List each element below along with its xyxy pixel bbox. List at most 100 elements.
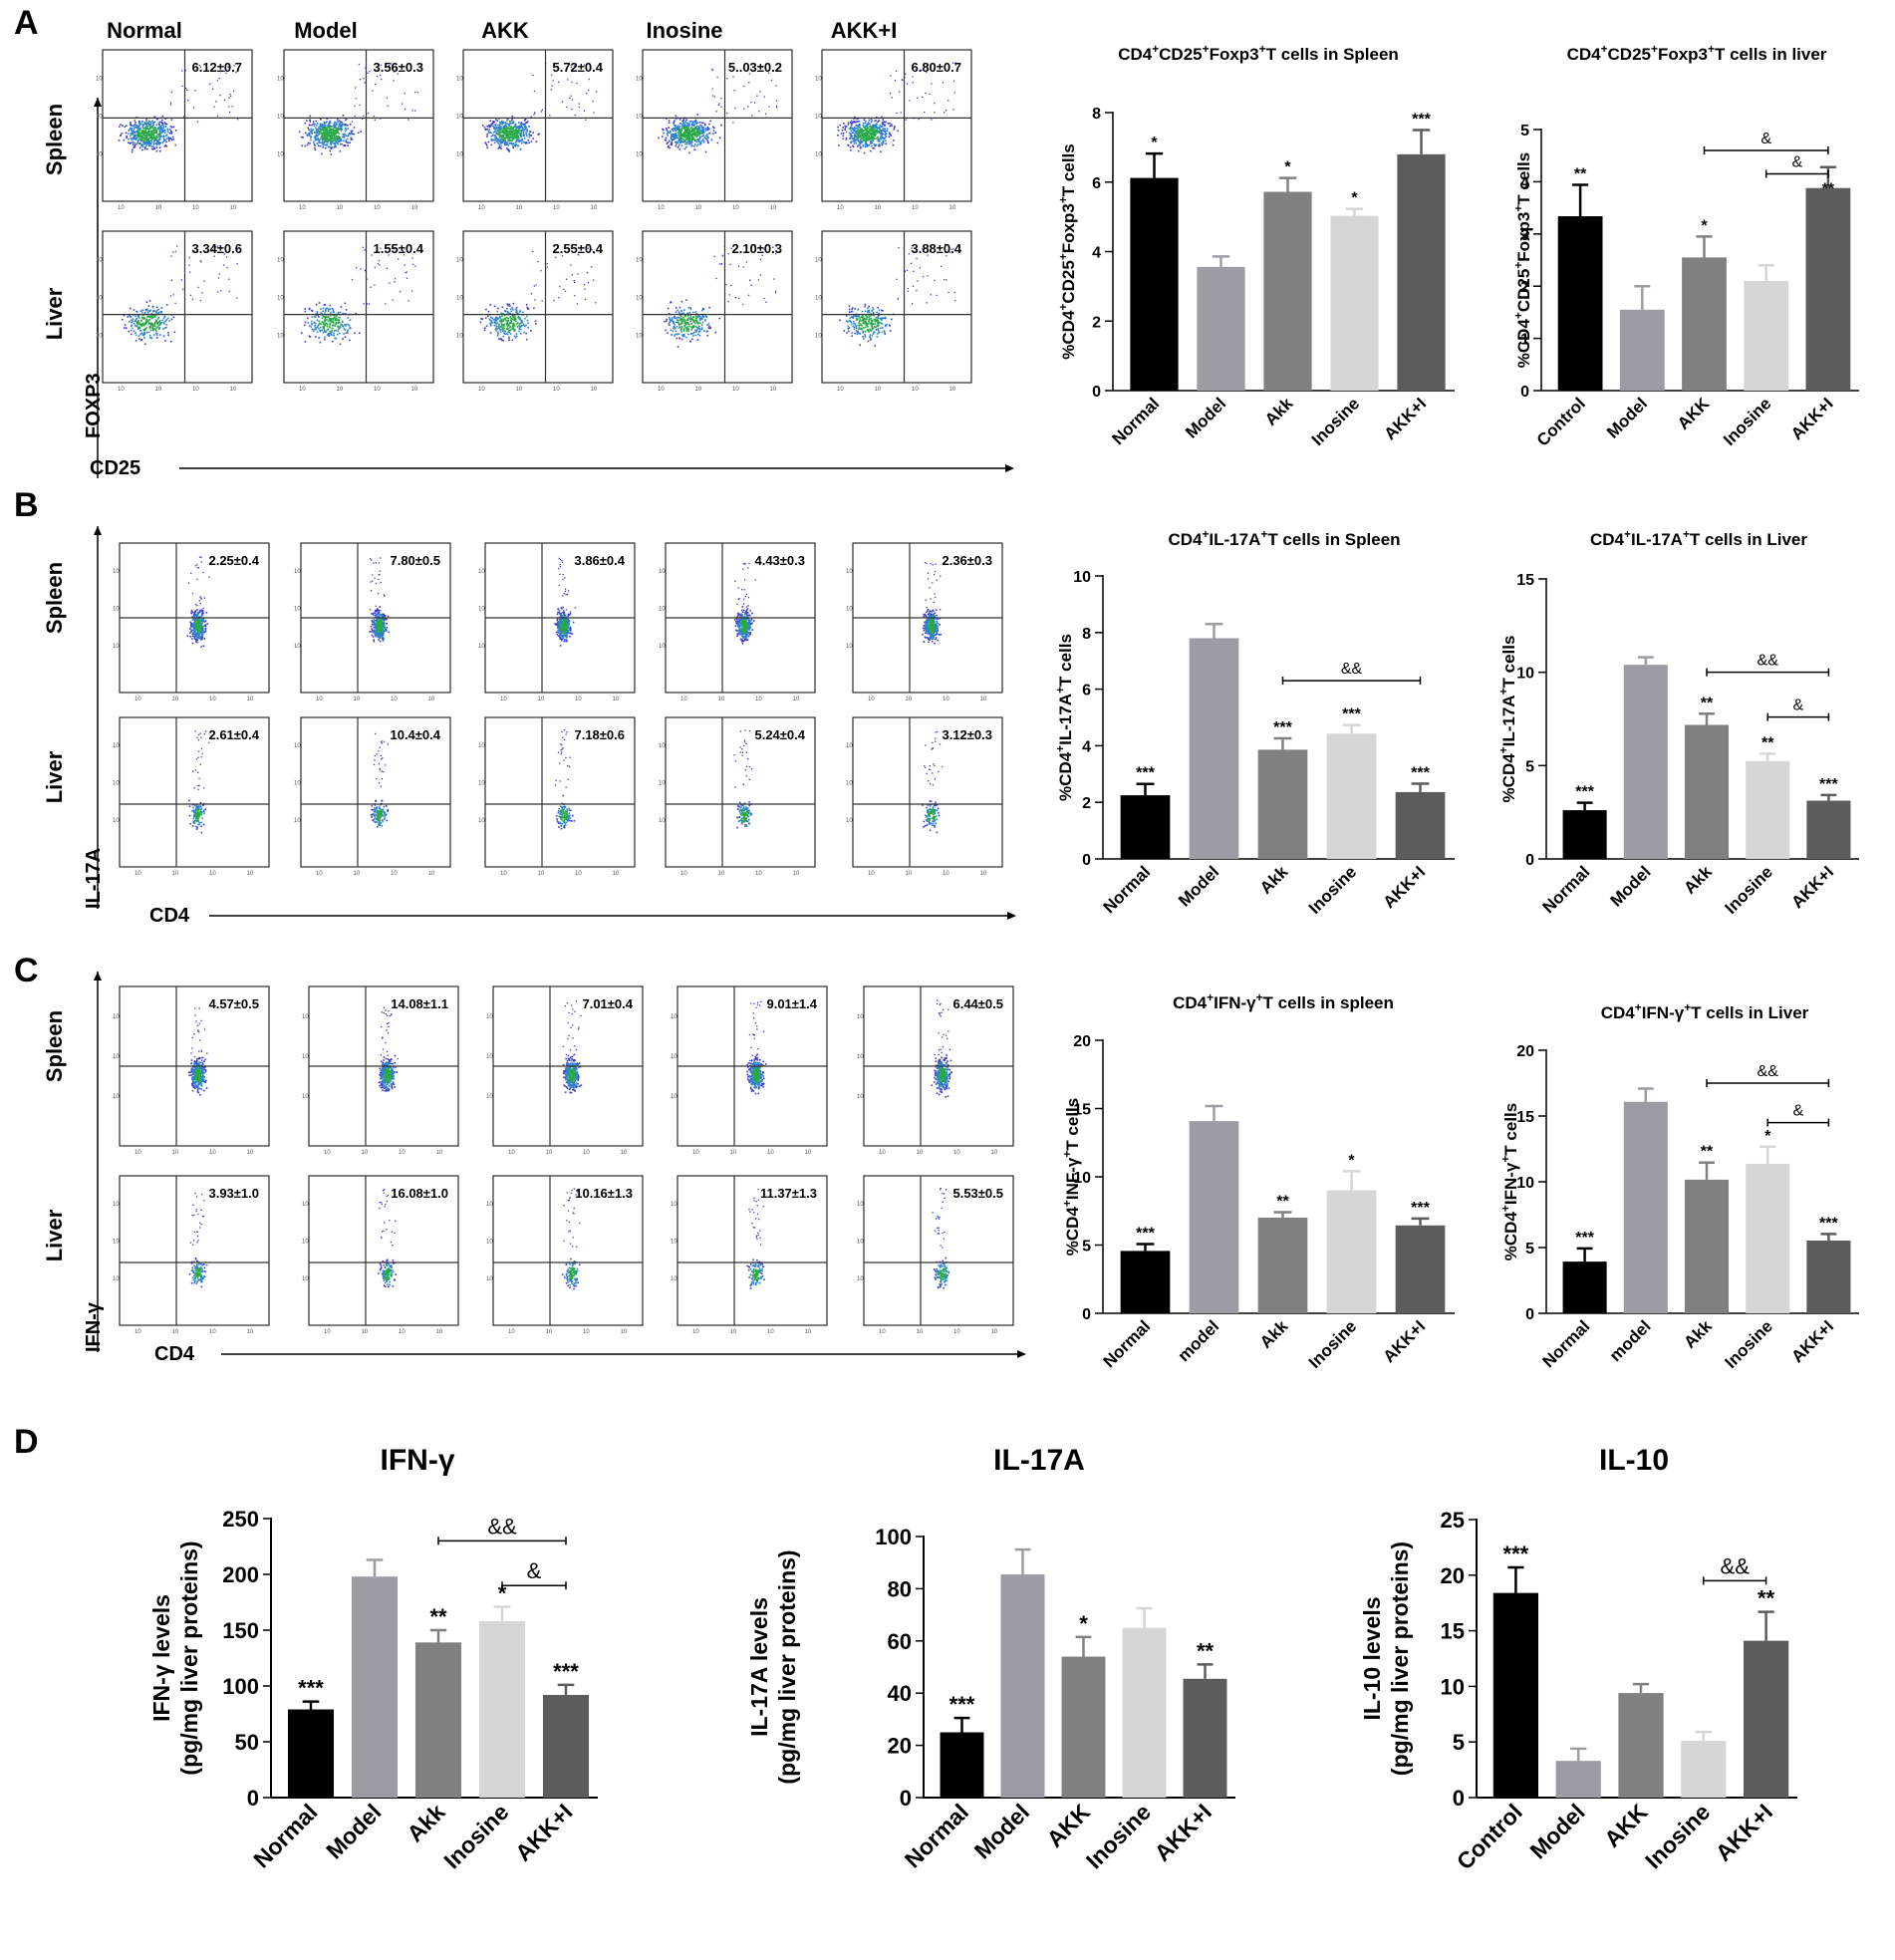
flow-dot <box>692 125 694 127</box>
flow-dot <box>520 332 522 335</box>
flow-dot <box>330 130 332 133</box>
flow-dot <box>679 140 681 142</box>
flow-dot <box>150 132 152 135</box>
flow-dot <box>497 331 499 334</box>
flow-dot <box>345 309 348 311</box>
flow-dot <box>389 65 391 67</box>
flow-dot <box>503 310 506 312</box>
flow-dot <box>699 124 701 127</box>
flow-dot <box>201 614 203 616</box>
flow-dot <box>201 611 203 613</box>
flow-dot <box>124 327 126 329</box>
flow-dot <box>133 138 135 140</box>
flow-dot <box>683 134 685 136</box>
flow-dot <box>525 324 527 327</box>
flow-dot <box>326 138 329 140</box>
flow-dot <box>345 124 347 126</box>
flow-dot <box>748 82 750 84</box>
flow-dot <box>490 143 492 146</box>
flow-dot <box>702 133 704 135</box>
flow-dot <box>490 124 492 126</box>
flow-dot <box>372 629 374 631</box>
flow-dot <box>161 115 164 118</box>
flow-dot <box>196 121 198 123</box>
flow-dot <box>304 144 307 147</box>
flow-dot <box>698 334 701 337</box>
flow-dot <box>527 140 530 141</box>
flow-dot <box>141 324 144 326</box>
flow-dot <box>135 124 137 127</box>
flow-dot <box>911 247 913 249</box>
flow-dot <box>205 612 208 614</box>
flow-dot <box>133 124 135 127</box>
flow-dot <box>320 125 323 127</box>
flow-dot <box>135 125 137 127</box>
flow-dot <box>528 135 531 137</box>
flow-dot <box>884 317 886 319</box>
flow-dot <box>508 128 511 130</box>
flow-dot <box>847 124 850 126</box>
flow-dot <box>334 129 336 132</box>
flow-dot <box>143 323 145 326</box>
flow-dot <box>147 130 149 133</box>
flow-dot <box>488 318 491 321</box>
flow-dot <box>334 137 336 139</box>
flow-dot <box>314 148 317 151</box>
flow-dot <box>347 329 350 331</box>
flow-dot <box>172 138 174 140</box>
flow-dot <box>209 83 211 85</box>
flow-dot <box>526 308 529 310</box>
flow-dot <box>337 328 340 331</box>
flow-dot <box>161 124 163 126</box>
flow-dot <box>133 322 135 325</box>
flow-dot <box>704 123 706 126</box>
flow-dot <box>194 639 197 641</box>
flow-dot <box>321 124 323 126</box>
flow-dot <box>500 136 502 138</box>
flow-dot <box>496 130 498 133</box>
flow-tick: 10 <box>815 76 822 82</box>
flow-dot <box>485 308 487 311</box>
flow-dot <box>856 331 858 333</box>
flow-dot <box>308 335 311 338</box>
flow-dot <box>866 322 869 325</box>
flow-dot <box>148 334 151 337</box>
flow-dot <box>146 134 148 136</box>
flow-dot <box>343 136 346 139</box>
flow-dot <box>682 328 685 330</box>
flow-dot <box>679 314 681 317</box>
flow-dot <box>491 139 493 140</box>
flow-dot <box>324 336 326 339</box>
flow-dot <box>199 636 202 638</box>
flow-dot <box>675 327 677 330</box>
flow-dot <box>301 136 303 139</box>
flow-dot <box>499 320 502 322</box>
flow-dot <box>354 105 356 108</box>
flow-dot <box>675 125 677 127</box>
flow-dot <box>854 136 856 138</box>
flow-dot <box>869 134 872 136</box>
flow-dot <box>495 128 497 130</box>
flow-dot <box>333 330 336 332</box>
flow-dot <box>149 323 152 326</box>
flow-dot <box>156 318 159 320</box>
flow-dot <box>695 313 698 315</box>
flow-dot <box>349 133 352 136</box>
flow-dot <box>152 145 154 147</box>
flow-dot <box>144 141 146 143</box>
flow-dot <box>858 143 860 146</box>
flow-dot <box>546 263 548 265</box>
flow-dot <box>730 247 732 249</box>
flow-dot <box>559 286 561 288</box>
flow-dot <box>701 127 703 129</box>
flow-dot <box>327 320 330 322</box>
flow-dot <box>521 130 523 132</box>
flow-dot <box>711 68 713 71</box>
flow-dot <box>872 323 875 325</box>
flow-dot <box>499 316 501 318</box>
flow-dot <box>144 127 146 130</box>
flow-dot <box>140 320 142 322</box>
flow-dot <box>136 129 139 131</box>
flow-dot <box>148 315 151 318</box>
flow-dot <box>487 140 490 143</box>
